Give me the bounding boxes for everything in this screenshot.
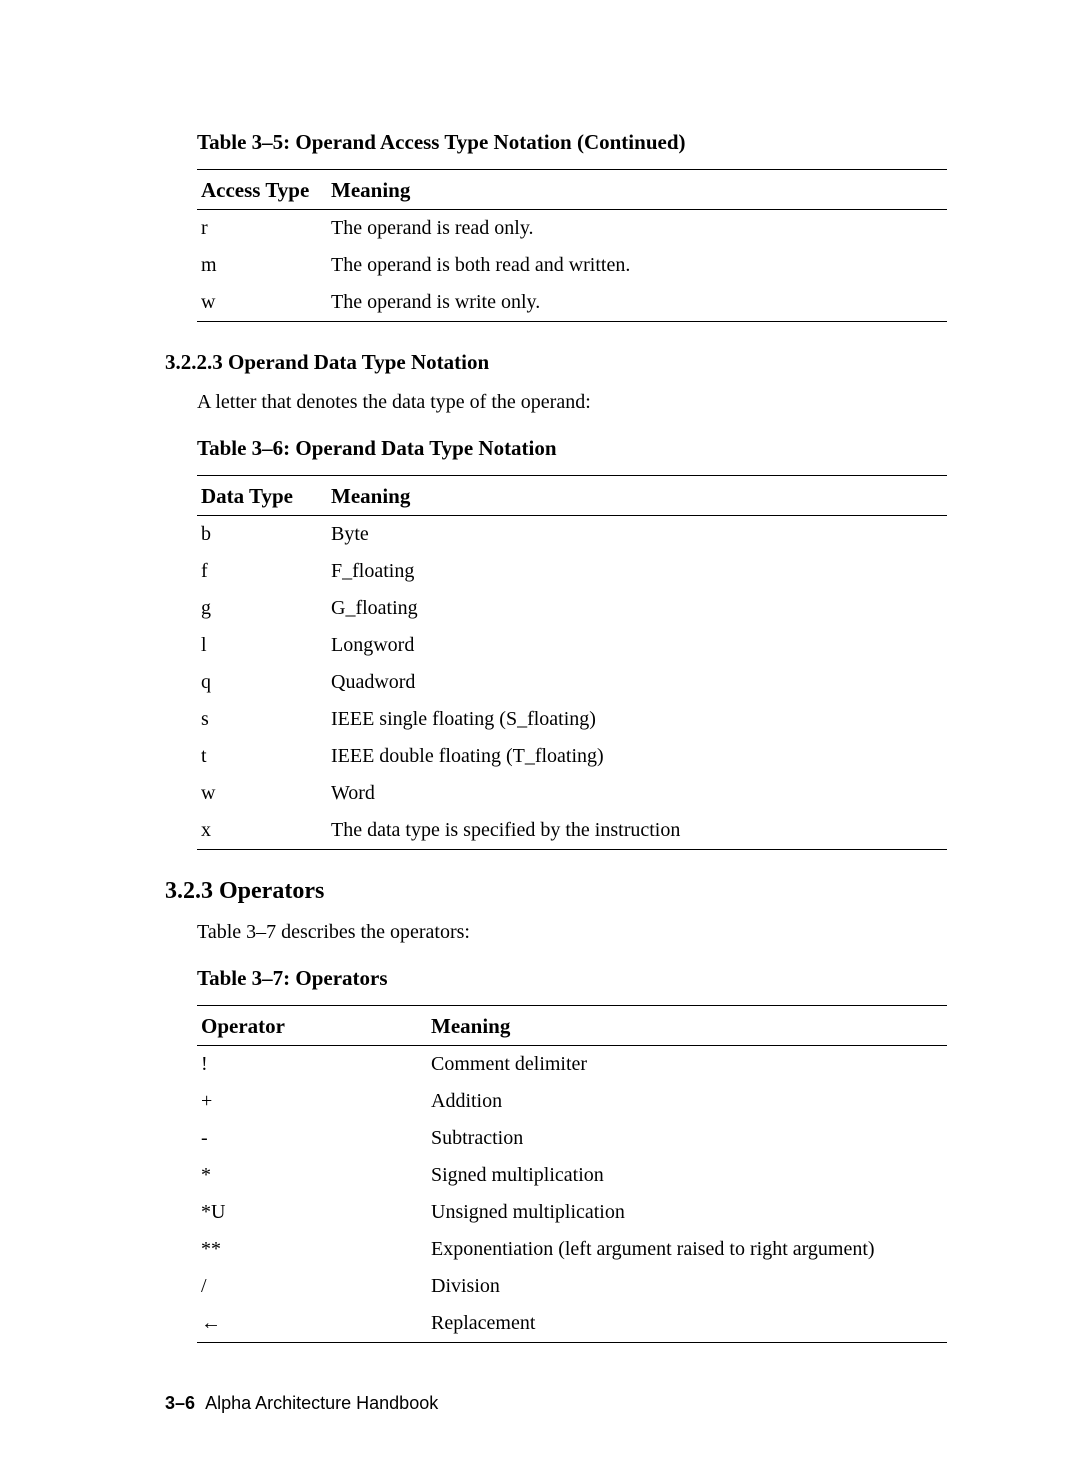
table-row: !Comment delimiter bbox=[197, 1046, 947, 1084]
cell: - bbox=[197, 1120, 427, 1157]
cell: q bbox=[197, 664, 327, 701]
cell: Addition bbox=[427, 1083, 947, 1120]
cell: *U bbox=[197, 1194, 427, 1231]
cell: Byte bbox=[327, 516, 947, 554]
table-row: sIEEE single floating (S_floating) bbox=[197, 701, 947, 738]
table-row: qQuadword bbox=[197, 664, 947, 701]
table-3-5-col-1: Meaning bbox=[327, 170, 947, 210]
table-3-6-col-0: Data Type bbox=[197, 476, 327, 516]
section-3-2-2-3-intro: A letter that denotes the data type of t… bbox=[197, 389, 915, 416]
section-3-2-3-heading: 3.2.3 Operators bbox=[165, 878, 915, 905]
cell: ** bbox=[197, 1231, 427, 1268]
table-row: r The operand is read only. bbox=[197, 210, 947, 248]
cell: * bbox=[197, 1157, 427, 1194]
table-3-5: Access Type Meaning r The operand is rea… bbox=[197, 169, 947, 322]
section-title: Operators bbox=[219, 878, 324, 904]
cell: Longword bbox=[327, 627, 947, 664]
table-3-5-caption: Table 3–5: Operand Access Type Notation … bbox=[197, 130, 915, 155]
table-3-7-col-0: Operator bbox=[197, 1006, 427, 1046]
cell: Signed multiplication bbox=[427, 1157, 947, 1194]
section-title: Operand Data Type Notation bbox=[228, 350, 489, 374]
cell: b bbox=[197, 516, 327, 554]
cell: m bbox=[197, 247, 327, 284]
table-3-6: Data Type Meaning bByte fF_floating gG_f… bbox=[197, 475, 947, 850]
cell: ! bbox=[197, 1046, 427, 1084]
table-row: **Exponentiation (left argument raised t… bbox=[197, 1231, 947, 1268]
table-3-7-caption: Table 3–7: Operators bbox=[197, 966, 915, 991]
table-3-7-col-1: Meaning bbox=[427, 1006, 947, 1046]
cell: t bbox=[197, 738, 327, 775]
table-3-6-caption: Table 3–6: Operand Data Type Notation bbox=[197, 436, 915, 461]
section-number: 3.2.3 bbox=[165, 878, 213, 904]
page: Table 3–5: Operand Access Type Notation … bbox=[0, 0, 1080, 1474]
cell: G_floating bbox=[327, 590, 947, 627]
book-title: Alpha Architecture Handbook bbox=[205, 1393, 438, 1413]
cell: Comment delimiter bbox=[427, 1046, 947, 1084]
cell: Division bbox=[427, 1268, 947, 1305]
table-row: +Addition bbox=[197, 1083, 947, 1120]
cell: r bbox=[197, 210, 327, 248]
cell: w bbox=[197, 284, 327, 322]
cell: Unsigned multiplication bbox=[427, 1194, 947, 1231]
cell: Quadword bbox=[327, 664, 947, 701]
table-row: tIEEE double floating (T_floating) bbox=[197, 738, 947, 775]
cell: Exponentiation (left argument raised to … bbox=[427, 1231, 947, 1268]
cell: f bbox=[197, 553, 327, 590]
cell: s bbox=[197, 701, 327, 738]
cell: The operand is both read and written. bbox=[327, 247, 947, 284]
cell: IEEE single floating (S_floating) bbox=[327, 701, 947, 738]
table-row: w The operand is write only. bbox=[197, 284, 947, 322]
section-3-2-2-3-heading: 3.2.2.3 Operand Data Type Notation bbox=[165, 350, 915, 375]
table-row: *UUnsigned multiplication bbox=[197, 1194, 947, 1231]
cell: Subtraction bbox=[427, 1120, 947, 1157]
cell: ← bbox=[197, 1305, 427, 1343]
table-row: bByte bbox=[197, 516, 947, 554]
cell: The data type is specified by the instru… bbox=[327, 812, 947, 850]
cell: IEEE double floating (T_floating) bbox=[327, 738, 947, 775]
table-3-5-col-0: Access Type bbox=[197, 170, 327, 210]
cell: l bbox=[197, 627, 327, 664]
table-row: /Division bbox=[197, 1268, 947, 1305]
page-footer: 3–6 Alpha Architecture Handbook bbox=[165, 1393, 915, 1414]
cell: g bbox=[197, 590, 327, 627]
cell: + bbox=[197, 1083, 427, 1120]
cell: w bbox=[197, 775, 327, 812]
cell: / bbox=[197, 1268, 427, 1305]
cell: Replacement bbox=[427, 1305, 947, 1343]
table-row: wWord bbox=[197, 775, 947, 812]
table-row: *Signed multiplication bbox=[197, 1157, 947, 1194]
cell: F_floating bbox=[327, 553, 947, 590]
cell: Word bbox=[327, 775, 947, 812]
section-number: 3.2.2.3 bbox=[165, 350, 223, 374]
table-row: xThe data type is specified by the instr… bbox=[197, 812, 947, 850]
section-3-2-3-intro: Table 3–7 describes the operators: bbox=[197, 919, 915, 946]
table-row: gG_floating bbox=[197, 590, 947, 627]
table-3-7: Operator Meaning !Comment delimiter +Add… bbox=[197, 1005, 947, 1343]
table-row: m The operand is both read and written. bbox=[197, 247, 947, 284]
cell: x bbox=[197, 812, 327, 850]
cell: The operand is write only. bbox=[327, 284, 947, 322]
table-3-6-col-1: Meaning bbox=[327, 476, 947, 516]
table-row: fF_floating bbox=[197, 553, 947, 590]
table-row: ←Replacement bbox=[197, 1305, 947, 1343]
table-row: lLongword bbox=[197, 627, 947, 664]
table-row: -Subtraction bbox=[197, 1120, 947, 1157]
page-number: 3–6 bbox=[165, 1393, 195, 1413]
cell: The operand is read only. bbox=[327, 210, 947, 248]
